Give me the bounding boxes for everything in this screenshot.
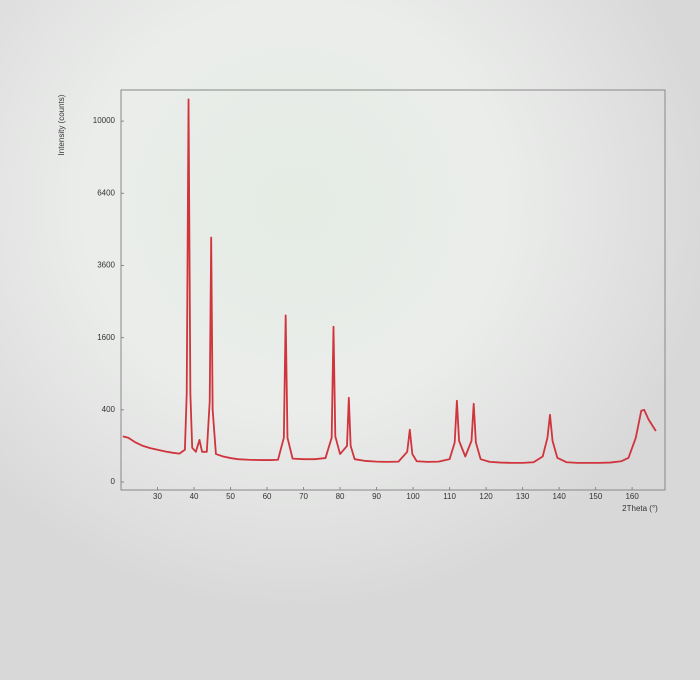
x-tick-label: 160 — [625, 492, 639, 501]
x-tick-label: 30 — [153, 492, 162, 501]
y-tick-label: 400 — [102, 405, 116, 414]
y-tick-label: 10000 — [93, 116, 116, 125]
x-tick-label: 110 — [443, 492, 456, 501]
y-tick-label: 1600 — [97, 333, 115, 342]
plot-frame — [120, 89, 666, 491]
y-tick-label: 6400 — [97, 188, 115, 197]
x-tick-label: 150 — [589, 492, 603, 501]
x-axis-label: 2Theta (°) — [622, 504, 658, 513]
x-tick-label: 70 — [299, 492, 308, 501]
x-tick-label: 120 — [479, 492, 493, 501]
x-tick-label: 60 — [263, 492, 272, 501]
x-tick-label: 90 — [372, 492, 381, 501]
y-axis-label: Intensity (counts) — [57, 94, 66, 155]
x-tick-label: 40 — [190, 492, 199, 501]
x-tick-label: 130 — [516, 492, 530, 501]
x-tick-label: 50 — [226, 492, 235, 501]
y-tick-label: 3600 — [97, 261, 115, 270]
data-line — [122, 98, 657, 464]
x-tick-label: 80 — [336, 492, 345, 501]
x-tick-label: 140 — [552, 492, 566, 501]
y-tick-label: 0 — [111, 477, 116, 486]
x-tick-label: 100 — [406, 492, 420, 501]
